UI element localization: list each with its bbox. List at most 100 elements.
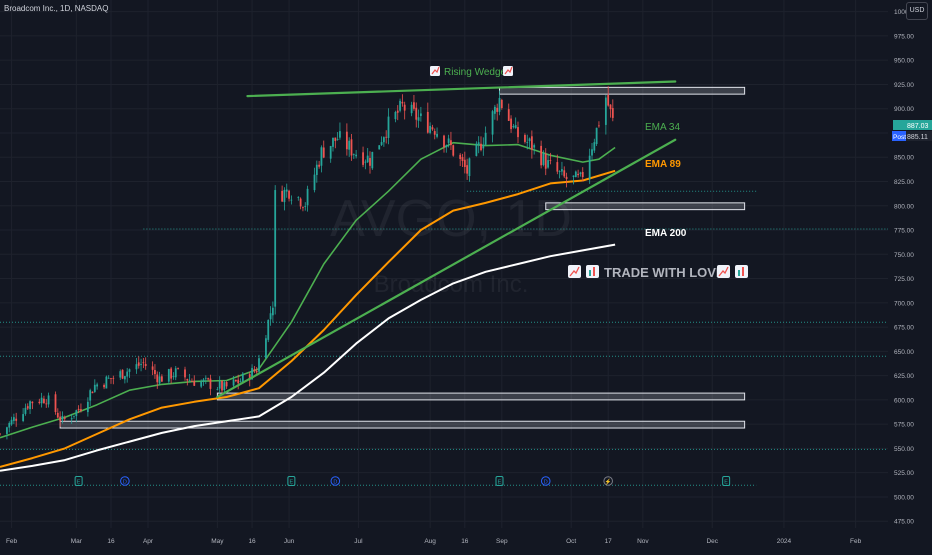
time-tick-label: Dec (706, 538, 718, 545)
candle-body (332, 137, 334, 147)
candle-body (202, 379, 205, 382)
time-tick-label: Feb (850, 538, 862, 545)
candle-body (188, 379, 191, 381)
candle-body (73, 415, 75, 417)
candle-body (491, 111, 494, 135)
last-price-tag: 887.03 (893, 120, 932, 130)
annotations: Rising Wedge EMA 34 EMA 89 EMA 200 TRADE… (430, 66, 748, 280)
candle-body (401, 101, 404, 104)
candle-body (121, 369, 124, 379)
candle-body (251, 367, 253, 380)
candle-body (315, 164, 318, 175)
time-axis[interactable]: Feb Mar 16 Apr May 16 Jun Jul Aug 16 Sep Oct 17 Nov De… (6, 538, 862, 545)
candle-body (563, 170, 566, 177)
event-marker (74, 476, 83, 486)
event-marker-label: D (544, 479, 548, 485)
candle-body (47, 395, 50, 405)
candle-body (223, 382, 226, 391)
candle-body (431, 127, 434, 130)
candles (0, 86, 614, 440)
candle-body (459, 154, 462, 159)
candle-body (558, 171, 561, 172)
candle-body (193, 380, 196, 386)
ema-line-ema200 (0, 243, 616, 472)
event-marker-label: E (290, 479, 294, 485)
candle-body (413, 102, 415, 109)
candle-body (480, 143, 482, 151)
event-marker (495, 476, 504, 486)
candle-body (22, 414, 25, 422)
time-tick-label: 2024 (777, 538, 792, 545)
price-tick-label: 600.00 (894, 397, 914, 404)
candle-body (274, 190, 277, 307)
candle-body (352, 154, 355, 156)
time-tick-label: Feb (6, 538, 18, 545)
candle-body (313, 174, 316, 191)
event-marker-label: D (123, 479, 127, 485)
watermark-symbol: AVGO, 1D (330, 190, 572, 248)
candle-body (45, 403, 48, 405)
candle-body (112, 377, 115, 379)
candle-body (89, 390, 92, 401)
candle-body (80, 409, 82, 411)
candle-body (63, 417, 66, 419)
event-marker (603, 476, 613, 486)
candle-body (572, 175, 575, 177)
candle-body (577, 173, 580, 176)
candle-body (281, 190, 284, 202)
candle-body (119, 371, 122, 378)
candle-body (348, 140, 351, 150)
candle-body (93, 384, 96, 392)
time-tick-label: May (211, 538, 224, 545)
candle-body (170, 368, 173, 379)
candle-body (318, 164, 321, 167)
price-tick-label: 750.00 (894, 252, 914, 259)
grid-layer (0, 0, 888, 528)
candle-body (477, 142, 480, 145)
event-marker-label: D (333, 479, 337, 485)
candle-body (15, 418, 18, 421)
chart-title: Broadcom Inc., 1D, NASDAQ (4, 4, 109, 13)
bar-chart-icon-bar (589, 270, 591, 276)
candle-body (225, 381, 228, 387)
candle-body (591, 149, 593, 156)
candle-body (177, 368, 179, 369)
price-tick-label: 675.00 (894, 325, 914, 332)
candle-body (239, 381, 242, 382)
candle-body (419, 113, 422, 116)
currency-button[interactable]: USD (906, 2, 928, 20)
candle-body (450, 140, 452, 146)
candle-body (174, 368, 177, 378)
candle-body (556, 162, 559, 172)
candle-body (371, 151, 374, 169)
candle-body (574, 171, 577, 178)
price-tick-label: 700.00 (894, 300, 914, 307)
candle-body (463, 159, 466, 167)
candle-body (267, 319, 270, 340)
candle-body (241, 373, 244, 382)
candle-body (496, 107, 499, 112)
candle-body (105, 376, 108, 389)
candle-body (345, 131, 348, 150)
candle-body (29, 401, 31, 410)
time-tick-label: 16 (461, 538, 469, 545)
price-tick-label: 525.00 (894, 470, 914, 477)
candle-body (387, 116, 390, 138)
candle-body (498, 97, 501, 112)
chart-up-icon-line (504, 66, 513, 75)
candle-body (394, 112, 397, 120)
candle-body (151, 366, 154, 370)
candle-body (339, 131, 341, 138)
candle-body (265, 338, 267, 359)
candle-body (415, 107, 418, 120)
price-tick-label: 825.00 (894, 179, 914, 186)
candle-body (288, 190, 290, 199)
candle-body (399, 100, 401, 111)
candle-body (493, 106, 496, 114)
trendline (216, 138, 677, 399)
candle-body (156, 374, 159, 383)
candle-body (154, 370, 156, 375)
rising-wedge-label: Rising Wedge (430, 66, 513, 78)
